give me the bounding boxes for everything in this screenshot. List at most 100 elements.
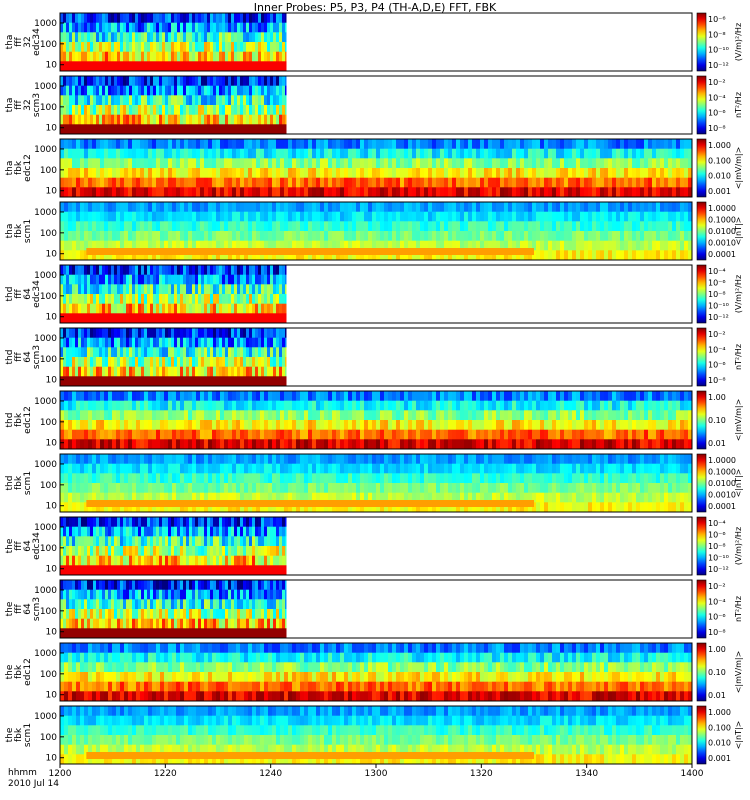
heatmap-cell	[207, 265, 210, 276]
heatmap-cell	[165, 303, 168, 314]
heatmap-cell	[556, 168, 560, 179]
heatmap-cell	[144, 124, 147, 135]
heatmap-cell	[620, 202, 624, 213]
heatmap-cell	[180, 463, 184, 474]
heatmap-cell	[348, 439, 352, 450]
heatmap-cell	[88, 420, 92, 431]
heatmap-cell	[135, 328, 138, 339]
heatmap-cell	[276, 347, 279, 358]
heatmap-cell	[216, 347, 219, 358]
heatmap-cell	[228, 265, 231, 276]
heatmap-cell	[123, 347, 126, 358]
heatmap-cell	[228, 274, 231, 285]
heatmap-cell	[141, 51, 144, 62]
heatmap-cell	[216, 187, 220, 198]
heatmap-cell	[192, 211, 196, 222]
heatmap-cell	[60, 284, 63, 295]
heatmap-cell	[162, 284, 165, 295]
heatmap-cell	[560, 410, 564, 421]
heatmap-cell	[496, 158, 500, 169]
heatmap-cell	[267, 124, 270, 135]
heatmap-cell	[213, 294, 216, 305]
colorbar-tick-label: 10⁻⁸	[708, 376, 726, 385]
heatmap-cell	[69, 337, 72, 348]
heatmap-cell	[584, 211, 588, 222]
heatmap-cell	[176, 202, 180, 213]
heatmap-cell	[156, 366, 159, 377]
heatmap-cell	[652, 429, 656, 440]
heatmap-cell	[129, 303, 132, 314]
heatmap-cell	[212, 148, 216, 159]
heatmap-cell	[246, 61, 249, 72]
heatmap-cell	[159, 114, 162, 125]
heatmap-cell	[612, 139, 616, 150]
heatmap-cell	[584, 410, 588, 421]
heatmap-cell	[129, 284, 132, 295]
panel-frame	[59, 390, 693, 450]
heatmap-cell	[508, 177, 512, 188]
heatmap-cell	[264, 168, 268, 179]
heatmap-cell	[292, 391, 296, 402]
heatmap-cell	[652, 177, 656, 188]
heatmap-cell	[484, 231, 488, 242]
heatmap-cell	[153, 328, 156, 339]
heatmap-cell	[568, 139, 572, 150]
heatmap-cell	[368, 168, 372, 179]
heatmap-cell	[184, 177, 188, 188]
heatmap-cell	[171, 76, 174, 87]
heatmap-cell	[210, 85, 213, 96]
heatmap-cell	[183, 105, 186, 116]
heatmap-cell	[500, 391, 504, 402]
heatmap-cell	[428, 231, 432, 242]
heatmap-cell	[72, 221, 76, 232]
heatmap-cell	[332, 139, 336, 150]
heatmap-cell	[117, 95, 120, 106]
heatmap-cell	[76, 231, 80, 242]
heatmap-cell	[596, 240, 600, 251]
heatmap-cell	[270, 328, 273, 339]
heatmap-cell	[492, 158, 496, 169]
heatmap-cell	[104, 231, 108, 242]
heatmap-cell	[288, 231, 292, 242]
heatmap-cell	[424, 158, 428, 169]
heatmap-cell	[476, 391, 480, 402]
heatmap-cell	[176, 231, 180, 242]
heatmap-cell	[548, 240, 552, 251]
heatmap-cell	[132, 85, 135, 96]
heatmap-cell	[144, 439, 148, 450]
heatmap-cell	[255, 22, 258, 33]
heatmap-cell	[532, 439, 536, 450]
heatmap-cell	[60, 202, 64, 213]
heatmap-cell	[117, 32, 120, 43]
heatmap-cell	[219, 13, 222, 24]
heatmap-cell	[180, 391, 184, 402]
heatmap-cell	[416, 400, 420, 411]
heatmap-cell	[460, 400, 464, 411]
heatmap-cell	[156, 328, 159, 339]
heatmap-cell	[372, 240, 376, 251]
heatmap-cell	[428, 221, 432, 232]
heatmap-cell	[108, 294, 111, 305]
heatmap-cell	[224, 250, 228, 261]
heatmap-cell	[204, 337, 207, 348]
heatmap-cell	[192, 337, 195, 348]
heatmap-cell	[688, 250, 692, 261]
heatmap-cell	[204, 420, 208, 431]
heatmap-cell	[222, 366, 225, 377]
heatmap-cell	[572, 439, 576, 450]
heatmap-cell	[100, 502, 104, 513]
heatmap-cell	[63, 328, 66, 339]
heatmap-cell	[180, 22, 183, 33]
heatmap-cell	[255, 13, 258, 24]
heatmap-cell	[612, 240, 616, 251]
heatmap-cell	[164, 391, 168, 402]
heatmap-cell	[308, 168, 312, 179]
heatmap-cell	[572, 221, 576, 232]
heatmap-cell	[604, 400, 608, 411]
heatmap-cell	[117, 357, 120, 368]
heatmap-cell	[249, 294, 252, 305]
heatmap-cell	[243, 303, 246, 314]
heatmap-cell	[460, 221, 464, 232]
heatmap-cell	[632, 240, 636, 251]
heatmap-cell	[104, 502, 108, 513]
